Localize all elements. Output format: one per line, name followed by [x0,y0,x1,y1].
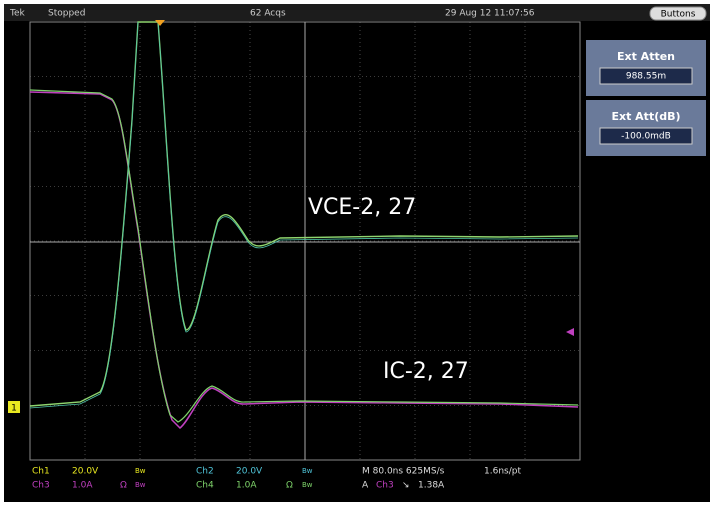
trigger-level: 1.38A [418,481,445,491]
ch4-scale: 1.0A [236,481,257,491]
ch3-ohm: Ω [120,481,127,491]
ch3-scale: 1.0A [72,481,93,491]
ch1-bw: Bw [135,467,146,475]
trigger-slope: ↘ [402,481,410,491]
buttons-button[interactable] [649,6,707,21]
ch3-name: Ch3 [32,481,50,491]
ground-marker: 1 [11,404,17,414]
run-state: Stopped [48,9,85,19]
ch2-trace [29,21,579,409]
ch4-trace [29,89,579,423]
annotation-ic: IC-2, 27 [383,359,469,384]
ground-marker-box [8,401,20,413]
acq-count: 62 Acqs [250,9,286,19]
panel-label: Ext Att(dB) [611,110,680,123]
resolution: 1.6ns/pt [484,467,521,477]
ch4-name: Ch4 [196,481,214,491]
brand: Tek [9,9,26,19]
panel-value: -100.0mdB [621,132,671,142]
timestamp: 29 Aug 12 11:07:56 [445,9,535,19]
panel-value: 988.55m [626,72,666,82]
trigger-level-marker [566,328,574,336]
ch2-scale: 20.0V [236,467,263,477]
ch3-bw: Bw [135,481,146,489]
ch4-ohm: Ω [286,481,293,491]
ch1-name: Ch1 [32,467,50,477]
annotation-vce: VCE-2, 27 [308,195,416,220]
timebase: M 80.0ns 625MS/s [362,467,445,477]
panel-value-box [599,67,693,85]
trigger-mode: A [362,481,369,491]
ch2-name: Ch2 [196,467,214,477]
ch1-scale: 20.0V [72,467,99,477]
trigger-pos-marker [155,20,165,26]
ch4-bw: Bw [302,481,313,489]
readout: Ch1 20.0V Bw Ch2 20.0V Bw Ch3 1.0A Ω Bw … [32,467,521,491]
status-bar [4,4,710,21]
panel-value-box [599,127,693,145]
panel-label: Ext Atten [617,50,675,63]
buttons-label[interactable]: Buttons [661,10,696,20]
trigger-source: Ch3 [376,481,394,491]
ch2-bw: Bw [302,467,313,475]
